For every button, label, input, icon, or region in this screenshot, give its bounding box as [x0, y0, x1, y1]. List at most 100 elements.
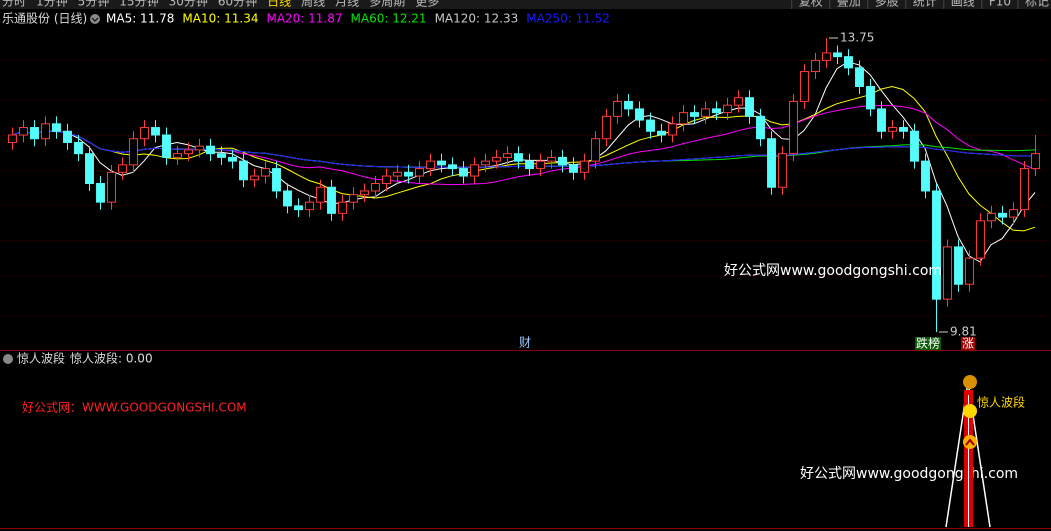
event-marker: 涨 [962, 336, 974, 351]
toolbar [0, 0, 1051, 9]
candle-body [294, 205, 303, 211]
candle-body [162, 134, 171, 158]
menu-chevron [91, 17, 99, 22]
candle-body [371, 183, 380, 192]
toolbar-tab[interactable]: 5分钟 [78, 0, 110, 9]
money-icon [963, 375, 977, 389]
candle-body [415, 168, 424, 177]
candle-body [965, 257, 974, 285]
toolbar-button[interactable]: F10 [989, 0, 1011, 9]
legend-item: MA60: 12.21 [351, 12, 427, 26]
candle-body [789, 100, 798, 155]
candle-body [668, 123, 677, 136]
candle-body [140, 127, 149, 140]
toolbar-button[interactable]: 标记 [1025, 0, 1049, 9]
candle-body [492, 156, 501, 162]
candle-body [888, 127, 897, 132]
toolbar-button[interactable]: 叠加 [837, 0, 861, 9]
smile-icon [963, 404, 977, 418]
toolbar-tab[interactable]: 分时 [2, 0, 26, 9]
toolbar-tab[interactable]: 周线 [301, 0, 325, 9]
toolbar-button[interactable]: 统计 [913, 0, 937, 9]
legend: MA5: 11.78 MA10: 11.34 MA20: 11.87 MA60: 12… [106, 12, 610, 26]
candles: 13.75 9.81 [8, 31, 1040, 339]
up-icon [963, 435, 977, 449]
candle-body [987, 212, 996, 222]
candle-body [613, 100, 622, 117]
toolbar-button[interactable]: 多股 [875, 0, 899, 9]
candle-body [63, 130, 72, 143]
watermark: 好公式网www.goodgongshi.com [724, 263, 942, 279]
event-marker: 跌榜 [916, 336, 940, 351]
low-label: 9.81 [950, 325, 977, 339]
candle-body [635, 108, 644, 121]
legend-item: MA10: 11.34 [182, 12, 258, 26]
candle-body [602, 115, 611, 140]
event-marker: 财 [519, 336, 531, 350]
candle-body [525, 160, 534, 170]
candle-body [976, 220, 985, 259]
candle-body [767, 138, 776, 188]
candle-body [19, 127, 28, 136]
legend-item: MA5: 11.78 [106, 12, 174, 26]
candle-body [228, 156, 237, 162]
toolbar-tab[interactable]: 更多 [415, 0, 439, 9]
candle-body [866, 86, 875, 110]
up-chevron [965, 438, 975, 446]
candle-body [470, 164, 479, 177]
candle-body [239, 160, 248, 181]
candle-body [96, 183, 105, 203]
candle-body [503, 153, 512, 158]
candle-body [822, 52, 831, 61]
candle-body [217, 153, 226, 158]
chart-title: 乐通股份 (日线) [2, 12, 87, 26]
candle-body [910, 130, 919, 162]
toolbar-tab[interactable]: 1分钟 [36, 0, 68, 9]
candle-body [283, 190, 292, 207]
candle-body [30, 127, 39, 140]
toolbar-button[interactable]: 画线 [951, 0, 975, 9]
signal-label: 惊人波段 [977, 395, 1025, 410]
candle-body [327, 186, 336, 214]
candle-body [74, 141, 83, 155]
candle-body [316, 186, 325, 203]
menu-icon[interactable] [90, 14, 100, 24]
candle-body [723, 104, 732, 114]
candle-body [8, 134, 17, 143]
candle-body [712, 108, 721, 114]
candle-body [657, 130, 666, 136]
toolbar-tab[interactable]: 60分钟 [218, 0, 257, 9]
candle-body [547, 156, 556, 162]
candle-body [151, 127, 160, 136]
menu-icon[interactable] [3, 354, 13, 364]
candle-body [833, 52, 842, 58]
candle-body [580, 160, 589, 173]
candle-body [1009, 209, 1018, 218]
candle-body [195, 145, 204, 151]
toolbar-button[interactable]: 复权 [799, 0, 823, 9]
toolbar-tab[interactable]: 30分钟 [169, 0, 208, 9]
candle-body [250, 175, 259, 181]
candle-body [514, 153, 523, 162]
candle-body [184, 149, 193, 155]
toolbar-tab[interactable]: 15分钟 [119, 0, 158, 9]
ma-line [11, 130, 1035, 168]
toolbar-tab[interactable]: 多周期 [369, 0, 405, 9]
candle-body [646, 119, 655, 132]
toolbar-tab[interactable]: 月线 [335, 0, 359, 9]
ma-line [11, 61, 1036, 263]
toolbar-tab[interactable]: 日线 [267, 0, 291, 9]
candle-body [448, 164, 457, 170]
marker-bg [961, 337, 975, 350]
candle-body [261, 168, 270, 177]
candle-body [591, 138, 600, 162]
ma-line [11, 85, 1036, 232]
candle-body [756, 115, 765, 140]
candle-body [855, 67, 864, 88]
candle-body [118, 164, 127, 173]
candle-body [206, 145, 215, 155]
candle-body [921, 160, 930, 192]
watermark: 好公式网：WWW.GOODGONGSHI.COM [22, 401, 247, 415]
ma-lines [11, 61, 1036, 263]
